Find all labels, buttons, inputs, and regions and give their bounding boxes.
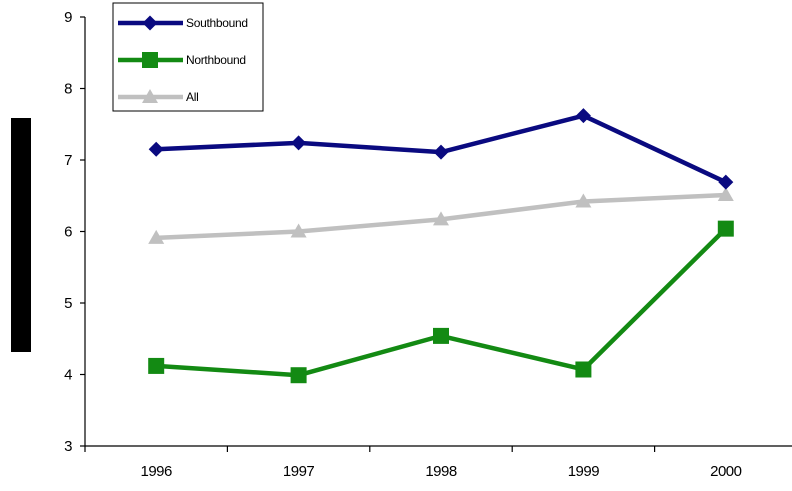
y-tick-label: 8 bbox=[64, 81, 72, 98]
data-point-northbound bbox=[148, 357, 165, 374]
data-point-northbound bbox=[433, 327, 449, 344]
y-tick-label: 4 bbox=[64, 367, 72, 384]
x-tick-label: 2000 bbox=[710, 463, 742, 480]
y-tick-label: 6 bbox=[64, 224, 72, 241]
series-northbound bbox=[148, 220, 734, 384]
data-point-northbound bbox=[717, 220, 734, 237]
legend-marker-northbound bbox=[142, 52, 158, 68]
series-all bbox=[148, 187, 734, 244]
data-point-southbound bbox=[291, 135, 307, 151]
legend-item-all: All bbox=[118, 89, 199, 104]
y-axis-label-redacted bbox=[11, 118, 31, 352]
legend-item-northbound: Northbound bbox=[118, 52, 246, 68]
data-point-all bbox=[148, 229, 165, 244]
series-line-northbound bbox=[156, 227, 728, 378]
x-tick-label: 1998 bbox=[425, 463, 457, 480]
legend-label-northbound: Northbound bbox=[186, 53, 246, 67]
y-tick-label: 9 bbox=[64, 9, 72, 26]
x-tick-label: 1996 bbox=[141, 463, 173, 480]
x-tick-label: 1999 bbox=[568, 463, 600, 480]
x-tick-label: 1997 bbox=[283, 463, 315, 480]
legend-label-southbound: Southbound bbox=[186, 16, 248, 30]
data-point-northbound bbox=[290, 367, 307, 384]
series-layer bbox=[148, 108, 734, 384]
y-tick-label: 3 bbox=[64, 438, 72, 455]
axes: 3 4 5 6 7 8 9 1996 1997 1998 1999 2000 bbox=[64, 9, 792, 480]
series-southbound bbox=[148, 108, 734, 190]
data-point-southbound bbox=[718, 174, 734, 190]
y-tick-label: 5 bbox=[64, 295, 72, 312]
legend-marker-southbound bbox=[142, 15, 158, 31]
data-point-all bbox=[433, 211, 449, 226]
data-point-all bbox=[575, 193, 592, 208]
legend: Southbound Northbound All bbox=[112, 2, 264, 112]
y-tick-label: 7 bbox=[64, 152, 72, 169]
data-point-southbound bbox=[575, 108, 591, 124]
legend-marker-all bbox=[142, 89, 158, 103]
data-point-all bbox=[717, 187, 734, 202]
data-point-southbound bbox=[148, 141, 164, 157]
legend-label-all: All bbox=[186, 90, 198, 104]
data-point-all bbox=[290, 223, 307, 238]
data-point-southbound bbox=[433, 144, 449, 160]
legend-item-southbound: Southbound bbox=[118, 15, 248, 31]
data-point-northbound bbox=[575, 361, 592, 378]
